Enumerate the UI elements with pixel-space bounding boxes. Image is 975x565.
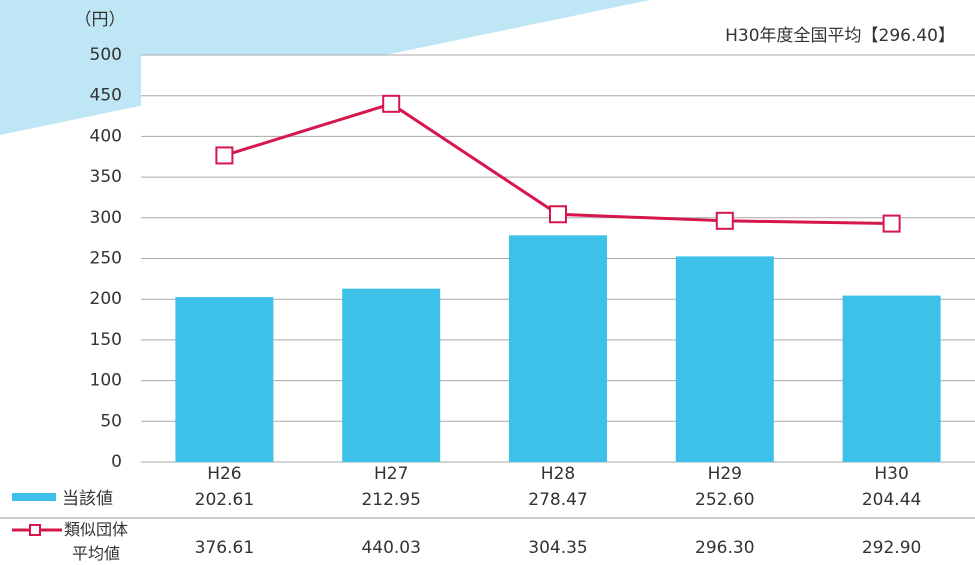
y-tick-label: 150 — [90, 330, 122, 350]
y-tick-label: 0 — [111, 452, 122, 472]
y-tick-label: 450 — [90, 86, 122, 106]
value-label: 440.03 — [361, 538, 420, 558]
value-label: 278.47 — [528, 490, 587, 510]
y-unit-label: （円） — [75, 10, 126, 30]
x-tick-label: H30 — [874, 464, 908, 484]
x-tick-label: H28 — [541, 464, 575, 484]
x-tick-label: H26 — [207, 464, 241, 484]
marker — [382, 94, 401, 113]
y-tick-label: 500 — [90, 45, 122, 65]
value-label: 376.61 — [195, 538, 254, 558]
y-tick-label: 300 — [90, 208, 122, 228]
marker — [215, 146, 234, 165]
legend-swatch — [29, 524, 41, 536]
bar — [842, 295, 941, 462]
marker — [715, 211, 734, 230]
value-label: 204.44 — [862, 490, 921, 510]
legend-label: 当該値 — [62, 489, 113, 509]
value-label: 252.60 — [695, 490, 754, 510]
value-label: 296.30 — [695, 538, 754, 558]
value-label: 292.90 — [862, 538, 921, 558]
bar — [175, 297, 274, 462]
y-tick-label: 400 — [90, 126, 122, 146]
y-tick-label: 100 — [90, 371, 122, 391]
legend-label: 類似団体 平均値 — [64, 520, 129, 563]
value-label: 304.35 — [528, 538, 587, 558]
x-tick-label: H27 — [374, 464, 408, 484]
x-tick-label: H29 — [708, 464, 742, 484]
marker — [549, 205, 567, 224]
bar — [675, 256, 774, 462]
y-tick-label: 250 — [90, 249, 122, 269]
y-tick-label: 350 — [90, 167, 122, 187]
bar — [342, 288, 441, 462]
y-tick-label: 50 — [100, 411, 122, 431]
bar — [509, 235, 607, 462]
legend-swatch — [12, 493, 56, 501]
y-tick-label: 200 — [90, 289, 122, 309]
value-label: 202.61 — [195, 490, 254, 510]
marker — [882, 214, 901, 233]
value-label: 212.95 — [361, 490, 420, 510]
annotation: H30年度全国平均【296.40】 — [725, 26, 955, 46]
